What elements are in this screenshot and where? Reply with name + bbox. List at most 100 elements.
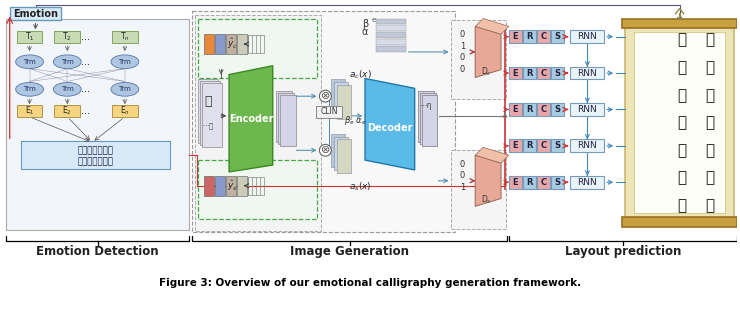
Text: 1: 1 bbox=[460, 41, 465, 50]
Bar bbox=[451, 20, 506, 99]
Text: 金: 金 bbox=[677, 88, 686, 103]
Ellipse shape bbox=[16, 55, 44, 69]
Bar bbox=[17, 31, 42, 43]
Text: 樽: 樽 bbox=[677, 115, 686, 130]
Text: R: R bbox=[526, 178, 533, 187]
Text: RNN: RNN bbox=[577, 178, 597, 187]
Text: S: S bbox=[554, 105, 560, 114]
Text: 莫使金樽空对月: 莫使金樽空对月 bbox=[77, 158, 113, 167]
Text: 莫: 莫 bbox=[677, 33, 686, 48]
Bar bbox=[376, 39, 406, 45]
Text: 人: 人 bbox=[204, 95, 212, 108]
Bar bbox=[536, 103, 550, 116]
Bar bbox=[509, 30, 522, 43]
Text: RNN: RNN bbox=[577, 32, 597, 41]
Text: 0: 0 bbox=[460, 30, 465, 39]
Text: Emotion: Emotion bbox=[13, 9, 58, 19]
Text: C: C bbox=[540, 32, 546, 41]
Text: RNN: RNN bbox=[577, 105, 597, 114]
Bar bbox=[622, 18, 737, 28]
Text: R: R bbox=[526, 68, 533, 77]
Text: ⊗: ⊗ bbox=[320, 91, 330, 101]
Circle shape bbox=[320, 90, 332, 102]
Bar bbox=[551, 67, 564, 79]
Ellipse shape bbox=[53, 55, 81, 69]
Text: E: E bbox=[513, 68, 518, 77]
Text: E$_n$: E$_n$ bbox=[120, 105, 130, 117]
Bar bbox=[276, 91, 292, 142]
Text: ...: ... bbox=[81, 57, 90, 67]
Bar bbox=[201, 81, 220, 145]
Bar bbox=[551, 176, 564, 189]
Bar bbox=[192, 11, 455, 232]
Bar bbox=[204, 34, 214, 54]
Ellipse shape bbox=[111, 82, 138, 96]
Bar bbox=[198, 79, 218, 143]
Text: Encoder: Encoder bbox=[229, 114, 273, 124]
Circle shape bbox=[320, 144, 332, 156]
Text: 得: 得 bbox=[705, 88, 714, 103]
Text: T$_1$: T$_1$ bbox=[24, 31, 34, 43]
Polygon shape bbox=[475, 147, 509, 163]
Text: ...: ... bbox=[81, 84, 90, 94]
Text: ⋯η: ⋯η bbox=[420, 101, 432, 110]
Text: S: S bbox=[554, 68, 560, 77]
Bar bbox=[523, 67, 536, 79]
Ellipse shape bbox=[16, 82, 44, 96]
Bar bbox=[332, 134, 345, 167]
Text: $a_s(x)$: $a_s(x)$ bbox=[349, 180, 371, 193]
Bar bbox=[551, 140, 564, 152]
Text: Trm: Trm bbox=[23, 86, 36, 92]
Text: C: C bbox=[540, 105, 546, 114]
Bar bbox=[202, 84, 222, 147]
Text: 0: 0 bbox=[460, 160, 465, 169]
Text: 对: 对 bbox=[677, 170, 686, 185]
Bar bbox=[112, 31, 138, 43]
Text: T$_n$: T$_n$ bbox=[120, 31, 130, 43]
Bar bbox=[54, 105, 80, 117]
Text: R: R bbox=[526, 105, 533, 114]
Text: $\hat{y}_s$: $\hat{y}_s$ bbox=[226, 178, 238, 193]
Ellipse shape bbox=[53, 82, 81, 96]
Bar bbox=[551, 103, 564, 116]
Text: S: S bbox=[554, 178, 560, 187]
Bar bbox=[215, 176, 225, 195]
Bar bbox=[571, 140, 605, 152]
Text: ...: ... bbox=[81, 106, 90, 116]
Text: Figure 3: Overview of our emotional calligraphy generation framework.: Figure 3: Overview of our emotional call… bbox=[159, 278, 581, 288]
Text: 1: 1 bbox=[460, 183, 465, 192]
Bar bbox=[451, 15, 457, 231]
Bar bbox=[420, 93, 436, 144]
Polygon shape bbox=[475, 26, 501, 77]
Bar bbox=[625, 24, 734, 223]
Text: 须: 须 bbox=[705, 143, 714, 158]
Bar bbox=[204, 176, 214, 195]
Text: 0: 0 bbox=[460, 65, 465, 74]
Bar bbox=[523, 176, 536, 189]
Bar bbox=[332, 79, 345, 113]
Bar bbox=[195, 15, 321, 231]
Bar bbox=[509, 67, 522, 79]
Bar bbox=[334, 137, 348, 170]
Text: ⊗: ⊗ bbox=[320, 145, 330, 155]
Text: 0: 0 bbox=[460, 53, 465, 62]
Text: E: E bbox=[513, 141, 518, 150]
Text: $\beta_e\ \alpha_e$: $\beta_e\ \alpha_e$ bbox=[343, 114, 366, 127]
Bar bbox=[376, 32, 406, 38]
Bar bbox=[536, 30, 550, 43]
Text: 欢: 欢 bbox=[705, 198, 714, 213]
Text: 意: 意 bbox=[705, 115, 714, 130]
Text: α: α bbox=[362, 27, 369, 37]
Text: E: E bbox=[513, 32, 518, 41]
Text: Emotion Detection: Emotion Detection bbox=[36, 245, 159, 258]
Bar bbox=[337, 140, 351, 173]
Bar bbox=[6, 18, 189, 230]
Text: 月: 月 bbox=[677, 198, 686, 213]
Bar bbox=[17, 105, 42, 117]
Bar bbox=[509, 176, 522, 189]
Bar bbox=[523, 140, 536, 152]
Bar bbox=[376, 46, 406, 52]
Bar bbox=[523, 30, 536, 43]
Bar bbox=[422, 95, 437, 146]
Text: 0: 0 bbox=[460, 171, 465, 180]
